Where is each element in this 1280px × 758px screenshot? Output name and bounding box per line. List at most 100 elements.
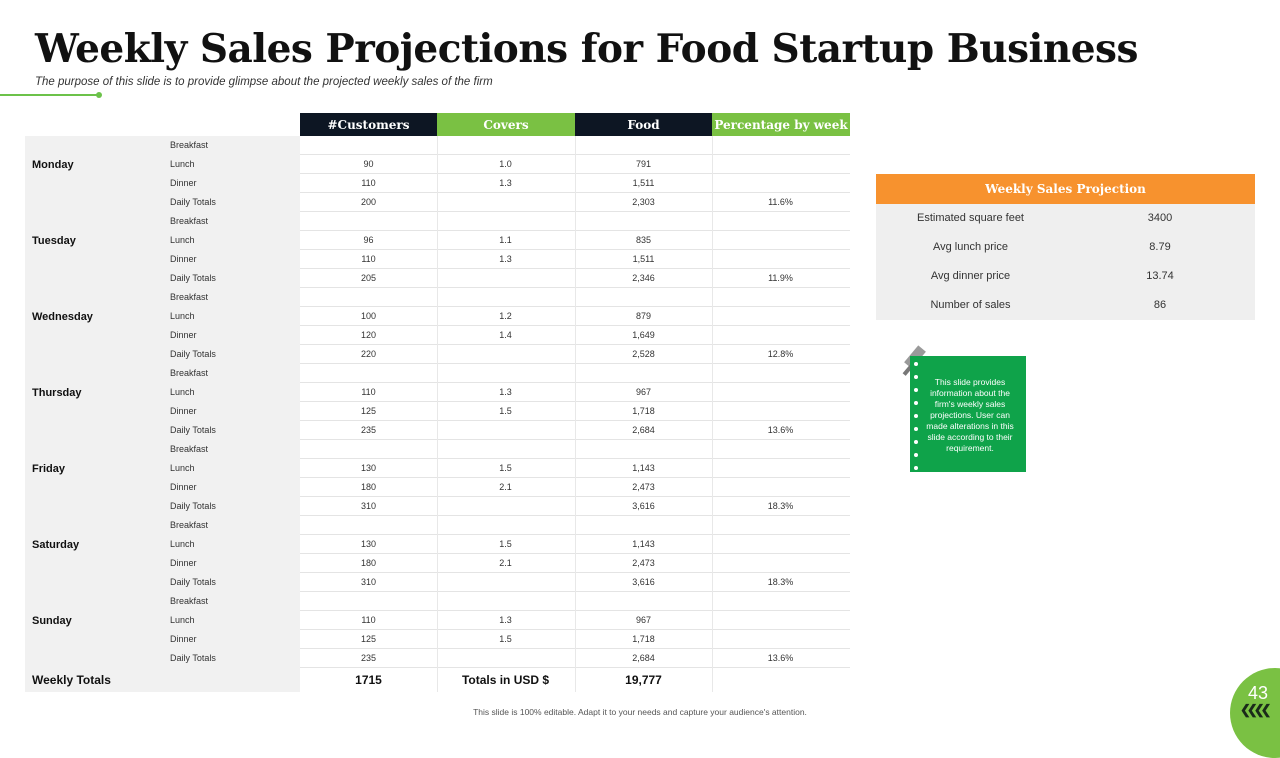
cell-food: 967 bbox=[635, 387, 652, 397]
cell-food: 2,473 bbox=[632, 558, 655, 568]
meal-label: Dinner bbox=[170, 330, 197, 340]
cell-covers bbox=[437, 440, 574, 459]
meal-label: Dinner bbox=[170, 634, 197, 644]
totals-usd-label: Totals in USD $ bbox=[461, 673, 550, 687]
cell-covers bbox=[437, 497, 574, 516]
cell-food: 791 bbox=[635, 159, 652, 169]
cell-pct bbox=[712, 231, 849, 250]
note-text: This slide provides information about th… bbox=[926, 377, 1014, 453]
cell-pct bbox=[712, 554, 849, 573]
day-label: Tuesday bbox=[32, 234, 76, 247]
cell-customers bbox=[300, 440, 437, 459]
projection-row: Number of sales 86 bbox=[876, 291, 1255, 320]
cell-customers: 180 bbox=[360, 558, 377, 568]
meal-label: Dinner bbox=[170, 558, 197, 568]
column-divider bbox=[437, 136, 438, 692]
cell-covers: 1.5 bbox=[499, 634, 512, 644]
projection-value: 8.79 bbox=[1149, 241, 1171, 253]
meal-label: Daily Totals bbox=[170, 653, 216, 663]
meal-label: Dinner bbox=[170, 406, 197, 416]
cell-covers bbox=[437, 516, 574, 535]
cell-covers bbox=[437, 649, 574, 668]
projection-title: Weekly Sales Projection bbox=[876, 174, 1255, 204]
meal-label: Lunch bbox=[170, 463, 195, 473]
cell-pct bbox=[712, 440, 849, 459]
cell-pct: 18.3% bbox=[767, 577, 794, 587]
cell-pct bbox=[712, 250, 849, 269]
header-percentage: Percentage by week bbox=[712, 113, 850, 136]
cell-pct bbox=[712, 174, 849, 193]
meal-label: Lunch bbox=[170, 615, 195, 625]
cell-covers: 1.4 bbox=[499, 330, 512, 340]
cell-customers bbox=[300, 592, 437, 611]
accent-dot bbox=[96, 92, 102, 98]
cell-pct: 13.6% bbox=[767, 653, 794, 663]
cell-customers bbox=[300, 364, 437, 383]
day-label: Saturday bbox=[32, 538, 80, 551]
meal-label: Lunch bbox=[170, 311, 195, 321]
cell-food: 2,303 bbox=[632, 197, 655, 207]
cell-covers bbox=[437, 136, 574, 155]
cell-customers bbox=[300, 136, 437, 155]
cell-covers: 1.3 bbox=[499, 615, 512, 625]
cell-covers: 1.3 bbox=[499, 387, 512, 397]
cell-customers: 110 bbox=[361, 387, 376, 397]
cell-covers: 1.1 bbox=[499, 235, 512, 245]
chevrons-icon: ❮❮❮❮ bbox=[1240, 702, 1272, 717]
projection-row: Avg dinner price 13.74 bbox=[876, 262, 1255, 291]
cell-food bbox=[575, 516, 712, 535]
weekly-food-total: 19,777 bbox=[625, 673, 662, 687]
cell-food: 967 bbox=[635, 615, 652, 625]
cell-food: 3,616 bbox=[632, 501, 655, 511]
cell-customers: 110 bbox=[361, 178, 376, 188]
meal-label: Breakfast bbox=[170, 520, 209, 530]
cell-customers: 110 bbox=[361, 615, 376, 625]
day-label: Wednesday bbox=[32, 310, 93, 323]
column-divider bbox=[575, 136, 576, 692]
cell-customers: 110 bbox=[361, 254, 376, 264]
cell-pct bbox=[712, 155, 849, 174]
cell-food: 1,718 bbox=[632, 634, 655, 644]
cell-pct bbox=[712, 592, 849, 611]
header-covers: Covers bbox=[437, 113, 575, 136]
cell-pct bbox=[712, 402, 849, 421]
projection-row: Avg lunch price 8.79 bbox=[876, 233, 1255, 262]
cell-pct bbox=[712, 326, 849, 345]
day-label: Friday bbox=[32, 462, 66, 475]
cell-customers: 310 bbox=[360, 577, 377, 587]
page-number: 43 bbox=[1248, 683, 1269, 703]
cell-pct: 12.8% bbox=[767, 349, 794, 359]
cell-food: 2,346 bbox=[632, 273, 655, 283]
meal-label: Breakfast bbox=[170, 292, 209, 302]
meal-label: Daily Totals bbox=[170, 273, 216, 283]
projection-table: Estimated square feet 3400 Avg lunch pri… bbox=[876, 204, 1255, 320]
bullet-dots bbox=[914, 362, 922, 479]
header-customers: #Customers bbox=[300, 113, 437, 136]
cell-pct bbox=[712, 459, 849, 478]
cell-customers: 120 bbox=[360, 330, 377, 340]
cell-food: 1,718 bbox=[632, 406, 655, 416]
cell-covers bbox=[437, 573, 574, 592]
meal-label: Breakfast bbox=[170, 216, 209, 226]
cell-covers: 1.5 bbox=[499, 406, 512, 416]
cell-food bbox=[575, 212, 712, 231]
cell-covers: 1.0 bbox=[499, 159, 512, 169]
meal-label: Breakfast bbox=[170, 368, 209, 378]
weekly-customers-total: 1715 bbox=[355, 673, 382, 687]
cell-covers bbox=[437, 288, 574, 307]
cell-customers: 180 bbox=[360, 482, 377, 492]
cell-customers: 130 bbox=[360, 539, 377, 549]
sticky-note: This slide provides information about th… bbox=[910, 356, 1026, 472]
cell-covers: 1.5 bbox=[499, 539, 512, 549]
cell-customers bbox=[300, 516, 437, 535]
cell-customers: 200 bbox=[360, 197, 377, 207]
header-food: Food bbox=[575, 113, 712, 136]
cell-food: 1,143 bbox=[632, 539, 655, 549]
projection-row: Estimated square feet 3400 bbox=[876, 204, 1255, 233]
cell-covers bbox=[437, 193, 574, 212]
cell-pct bbox=[712, 136, 849, 155]
cell-food bbox=[575, 364, 712, 383]
cell-customers: 90 bbox=[363, 159, 374, 169]
cell-pct bbox=[712, 516, 849, 535]
cell-customers: 125 bbox=[360, 406, 377, 416]
